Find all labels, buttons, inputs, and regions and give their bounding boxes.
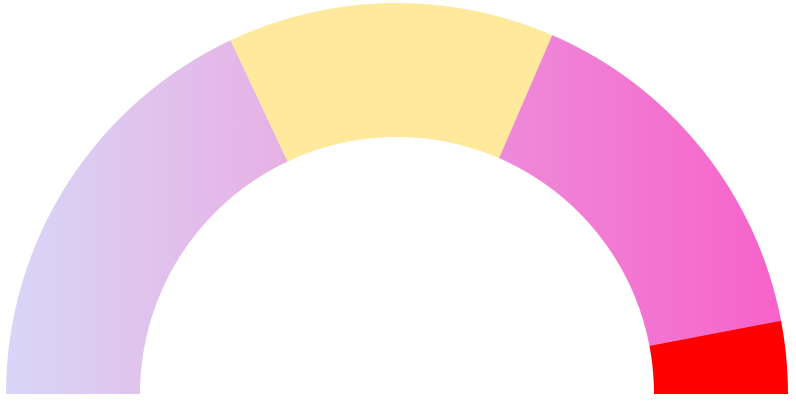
gauge-segment-1 xyxy=(6,40,288,395)
gauge-segment-2 xyxy=(230,3,553,162)
gauge-segment-4 xyxy=(649,320,788,394)
gauge-segments xyxy=(6,3,788,395)
gauge-segment-3 xyxy=(499,35,782,346)
